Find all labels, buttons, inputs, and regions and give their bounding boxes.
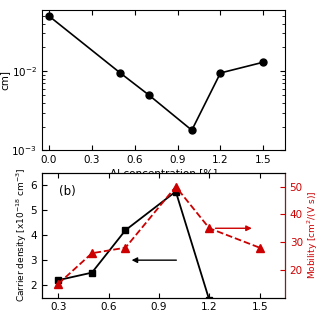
Text: (b): (b): [59, 185, 76, 198]
Y-axis label: Carrier density [x10$^{-18}$ cm$^{-3}$]: Carrier density [x10$^{-18}$ cm$^{-3}$]: [14, 168, 29, 302]
Y-axis label: Resistivity [Ω
cm]: Resistivity [Ω cm]: [0, 46, 10, 114]
Y-axis label: Mobility [cm$^2$/(V s)]: Mobility [cm$^2$/(V s)]: [306, 191, 320, 279]
X-axis label: Al concentration [%]: Al concentration [%]: [109, 168, 217, 178]
